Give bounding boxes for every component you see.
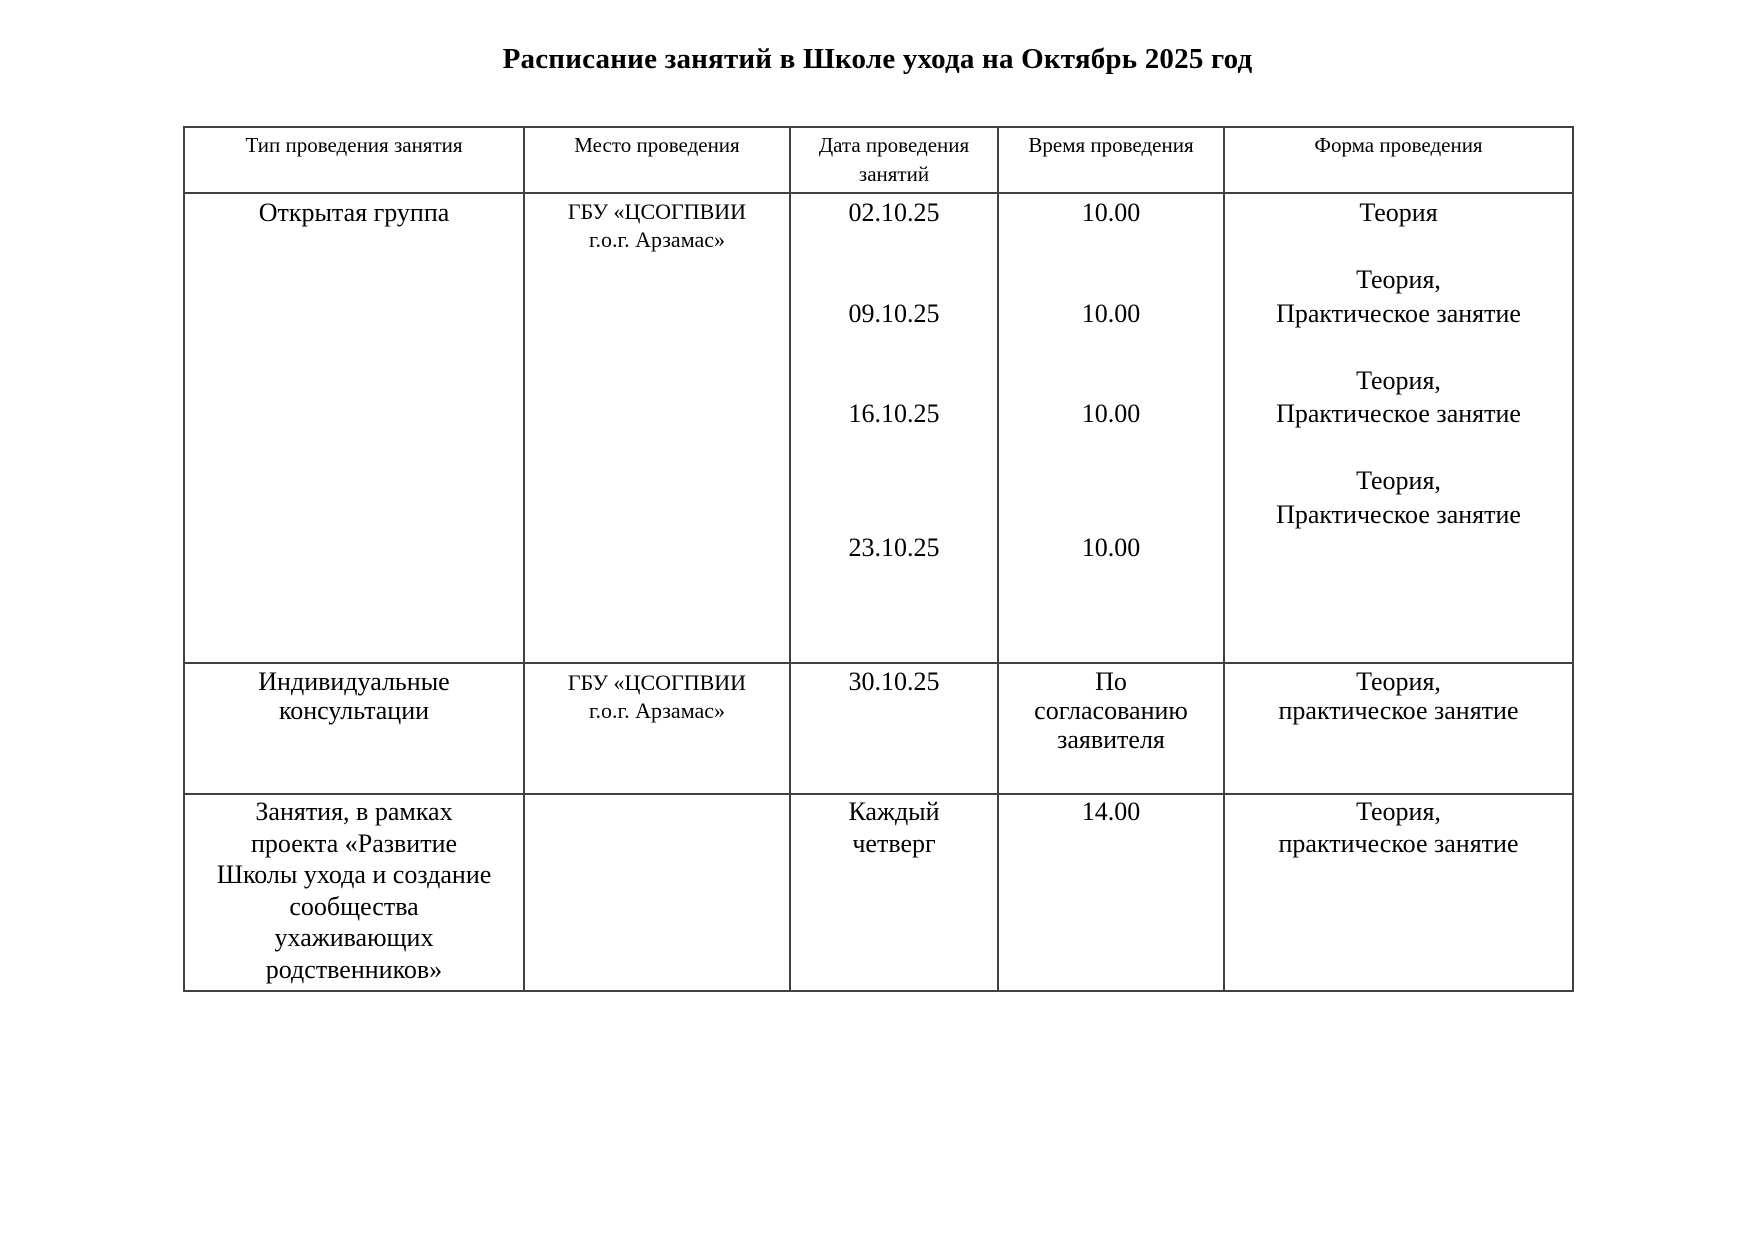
- table-cell: Каждый четверг: [791, 795, 999, 992]
- schedule-table: Тип проведения занятия Место проведения Да…: [183, 126, 1574, 992]
- cell-line: [999, 431, 1223, 465]
- cell-line: Школы ухода и создание: [216, 860, 492, 889]
- cell-line: проекта «Развитие: [250, 828, 458, 858]
- cell-line: 10.00: [1081, 399, 1141, 428]
- cell-line: [999, 498, 1223, 532]
- cell-line: четверг: [852, 828, 936, 858]
- table-cell: Теория Теория, Практическое занятие Теори…: [1225, 194, 1574, 664]
- cell-line: [791, 230, 997, 264]
- column-header: Время проведения: [999, 128, 1225, 194]
- cell-line: согласованию: [1034, 696, 1188, 725]
- cell-line: 14.00: [1081, 797, 1141, 826]
- table-cell: ГБУ «ЦСОГПВИИ г.о.г. Арзамас»: [525, 664, 791, 795]
- cell-line: Теория,: [1356, 365, 1441, 395]
- cell-line: [791, 464, 997, 498]
- cell-line: 02.10.25: [848, 198, 940, 227]
- column-header: Место проведения: [525, 128, 791, 194]
- cell-line: Занятия, в рамках: [255, 797, 453, 826]
- table-cell: 10.00 10.00 10.00 10.00: [999, 194, 1225, 664]
- cell-line: Каждый: [848, 797, 940, 826]
- cell-line: ГБУ «ЦСОГПВИИ: [567, 199, 747, 224]
- cell-line: Открытая группа: [258, 198, 450, 227]
- cell-line: Теория,: [1356, 797, 1441, 826]
- cell-line: [791, 431, 997, 465]
- cell-line: [1225, 230, 1572, 264]
- cell-line: [999, 263, 1223, 297]
- cell-line: [791, 263, 997, 297]
- table-cell: 30.10.25: [791, 664, 999, 795]
- cell-line: 10.00: [1081, 198, 1141, 227]
- cell-line: 10.00: [1081, 533, 1141, 562]
- cell-line: практическое занятие: [1278, 828, 1519, 858]
- cell-line: По: [1095, 667, 1127, 696]
- table-cell: Теория, практическое занятие: [1225, 795, 1574, 992]
- column-header: Дата проведения занятий: [791, 128, 999, 194]
- cell-line: г.о.г. Арзамас»: [589, 227, 725, 252]
- cell-line: [999, 364, 1223, 398]
- cell-line: [1225, 330, 1572, 364]
- cell-line: практическое занятие: [1278, 696, 1519, 725]
- table-cell: Занятия, в рамках проекта «Развитие Школы …: [185, 795, 525, 992]
- cell-line: [999, 464, 1223, 498]
- cell-line: Индивидуальные: [258, 667, 450, 696]
- cell-line: [791, 330, 997, 364]
- cell-line: заявителя: [1057, 725, 1165, 754]
- table-cell: Открытая группа: [185, 194, 525, 664]
- table-cell: Теория, практическое занятие: [1225, 664, 1574, 795]
- cell-line: [791, 364, 997, 398]
- cell-line: родственников»: [265, 954, 443, 984]
- table-cell: ГБУ «ЦСОГПВИИ г.о.г. Арзамас»: [525, 194, 791, 664]
- cell-line: Теория,: [1356, 466, 1441, 495]
- cell-line: консультации: [278, 696, 430, 725]
- column-header: Тип проведения занятия: [185, 128, 525, 194]
- cell-line: [999, 230, 1223, 264]
- column-header: Форма проведения: [1225, 128, 1574, 194]
- cell-line: 10.00: [1081, 298, 1141, 328]
- cell-line: Теория,: [1356, 265, 1441, 294]
- table-cell: По согласованию заявителя: [999, 664, 1225, 795]
- cell-line: 23.10.25: [848, 533, 940, 562]
- cell-line: Практическое занятие: [1276, 499, 1521, 529]
- page-title: Расписание занятий в Школе ухода на Октя…: [502, 43, 1253, 75]
- cell-line: 09.10.25: [848, 298, 940, 328]
- cell-line: [791, 498, 997, 532]
- cell-line: Теория: [1359, 198, 1438, 227]
- cell-line: 16.10.25: [848, 399, 940, 428]
- table-cell: Индивидуальные консультации: [185, 664, 525, 795]
- table-cell: 14.00: [999, 795, 1225, 992]
- cell-line: [1225, 431, 1572, 465]
- cell-line: [999, 330, 1223, 364]
- table-cell: 02.10.25 09.10.25 16.10.25 23.10.25: [791, 194, 999, 664]
- cell-line: г.о.г. Арзамас»: [589, 698, 725, 723]
- cell-line: Теория,: [1356, 667, 1441, 696]
- cell-line: Практическое занятие: [1276, 399, 1521, 428]
- table-cell: [525, 795, 791, 992]
- cell-line: сообщества: [289, 891, 419, 921]
- cell-line: 30.10.25: [848, 667, 940, 696]
- cell-line: ухаживающих: [274, 923, 434, 952]
- cell-line: Практическое занятие: [1276, 298, 1521, 328]
- cell-line: ГБУ «ЦСОГПВИИ: [567, 670, 747, 695]
